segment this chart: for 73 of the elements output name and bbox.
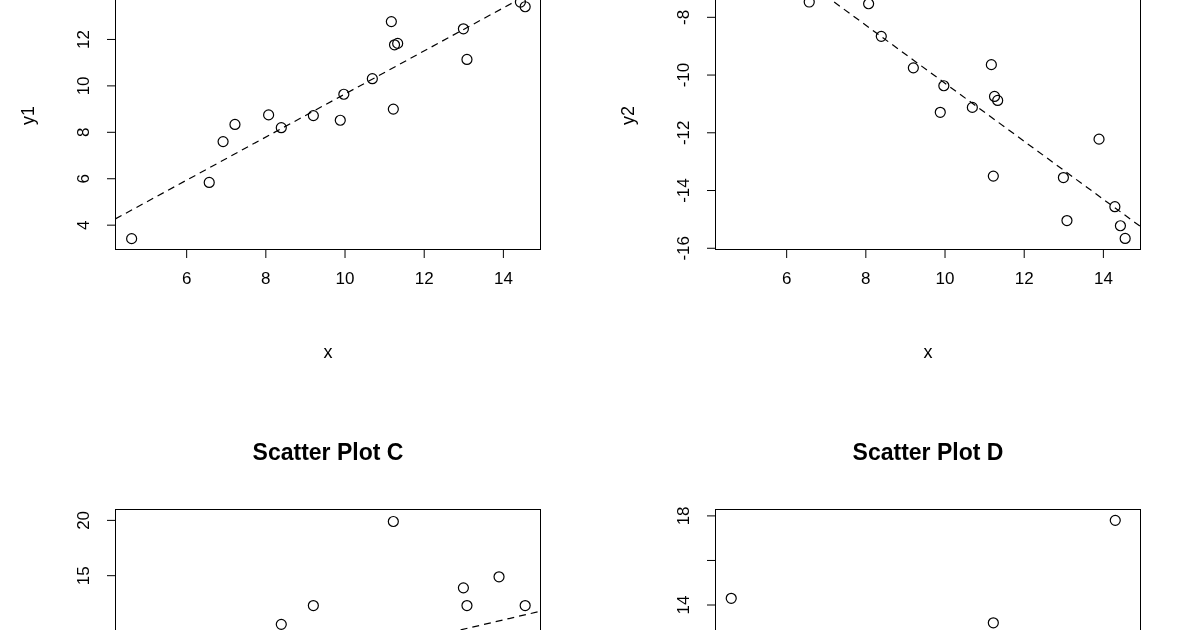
point (203, 176, 215, 189)
y-tick-label: 8 (74, 127, 93, 138)
point (985, 59, 997, 71)
x-tick-label: 12 (414, 269, 434, 288)
point (519, 599, 531, 612)
point (863, 0, 875, 10)
point (217, 136, 229, 148)
point (938, 80, 950, 92)
point (1057, 171, 1069, 184)
point (875, 30, 887, 42)
x-tick-label: 12 (1014, 269, 1034, 288)
point (907, 62, 919, 74)
point (275, 618, 287, 630)
point (387, 103, 399, 115)
point (1093, 133, 1105, 145)
point (934, 106, 946, 118)
point (338, 88, 350, 100)
point (385, 15, 397, 28)
x-tick-label: 10 (935, 269, 955, 288)
point (457, 582, 469, 594)
point (1109, 201, 1121, 213)
x-tick-label: 8 (861, 269, 871, 288)
point (988, 90, 1001, 103)
y-tick-label: 10 (74, 76, 93, 96)
point (461, 53, 473, 66)
y-tick-label: 18 (674, 506, 693, 526)
y-tick-label: -14 (674, 178, 693, 203)
point (392, 37, 404, 50)
point (334, 114, 346, 126)
point (366, 73, 378, 85)
point (263, 109, 275, 121)
point (275, 122, 287, 134)
y-tick-label: 4 (74, 220, 93, 230)
chart-title: Scatter Plot C (251, 439, 405, 466)
x-tick-label: 6 (181, 269, 192, 288)
y-tick-label: -12 (674, 120, 693, 146)
x-axis-title: x (323, 342, 333, 362)
y-tick-label: -10 (674, 62, 693, 88)
y-tick-label: 15 (74, 566, 93, 586)
point (966, 101, 978, 113)
x-tick-label: 8 (261, 269, 271, 288)
y-axis-title: y1 (18, 105, 39, 125)
y-axis-title: y2 (618, 105, 639, 125)
y-tick-label: 12 (74, 30, 93, 49)
point (1061, 214, 1073, 227)
point (493, 571, 505, 583)
point (992, 94, 1004, 107)
point (126, 233, 138, 245)
x-tick-label: 14 (1093, 269, 1113, 288)
y-tick-label: 6 (74, 174, 93, 184)
y-tick-label: -8 (674, 9, 693, 25)
chart-title: Scatter Plot D (851, 439, 1005, 466)
y-tick-label: -16 (674, 235, 693, 261)
point (307, 599, 319, 612)
point (457, 23, 469, 35)
point (1114, 220, 1127, 232)
point (987, 170, 999, 182)
point (388, 39, 401, 51)
y-tick-label: 20 (74, 510, 93, 530)
y-tick-label: 14 (674, 595, 693, 615)
x-tick-label: 14 (493, 269, 513, 288)
point (387, 515, 399, 528)
point (519, 1, 531, 13)
point (725, 592, 737, 604)
x-axis-title: x (923, 342, 933, 362)
point (229, 118, 241, 131)
point (461, 599, 473, 612)
point (307, 110, 319, 122)
point (1119, 232, 1131, 245)
x-tick-label: 6 (781, 269, 792, 288)
x-tick-label: 10 (335, 269, 355, 288)
point (987, 617, 999, 629)
point (1109, 514, 1121, 526)
